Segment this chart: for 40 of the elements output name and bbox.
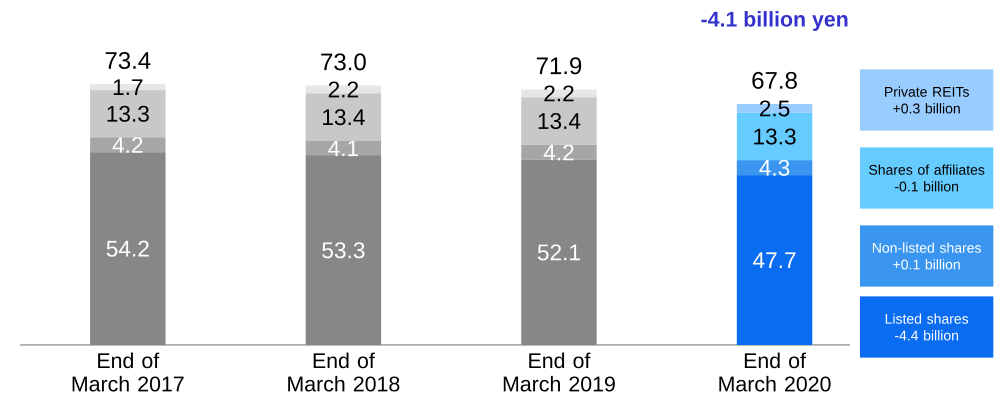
total-label: 73.0 [321,53,366,70]
text: Shares of affiliates [869,164,984,175]
x-tick-label: End of March 2020 [719,352,831,392]
bar [306,156,382,345]
total-label: 67.8 [752,72,797,89]
data-label: 4.2 [112,136,142,153]
data-label: 1.7 [114,79,142,95]
bar [306,140,382,156]
data-label: 4.3 [759,160,790,176]
text: -4.1 billion yen [701,11,848,31]
text: Private REITs [885,86,969,97]
x-tick-label: End of March 2019 [504,352,615,392]
bar [736,160,812,176]
bar [736,175,812,345]
text: Non-listed shares [872,242,981,253]
data-label: 13.3 [754,128,796,145]
data-label: 2.2 [544,85,574,102]
text: Listed shares [886,314,968,324]
data-label: 47.7 [753,252,796,268]
text: -0.1 billion [894,181,958,192]
x-tick-label: End of March 2017 [72,352,184,392]
bar [521,160,597,345]
data-label: 54.2 [106,240,149,257]
data-label: 2.2 [328,82,358,98]
total-label: 71.9 [536,57,582,74]
data-label: 4.1 [328,140,358,156]
data-label: 2.5 [760,100,790,116]
data-label: 13.4 [538,113,580,130]
data-label: 13.4 [323,109,365,126]
data-label: 13.3 [107,106,149,122]
data-label: 4.2 [544,144,574,160]
data-label: 52.1 [538,244,580,260]
bar [90,152,166,345]
bar [521,144,597,160]
text: +0.1 billion [893,259,960,270]
data-label: 53.3 [322,242,364,258]
total-label: 73.4 [106,52,150,69]
text: +0.3 billion [893,103,960,114]
text: -4.4 billion [894,330,958,340]
x-tick-label: End of March 2018 [288,352,400,392]
